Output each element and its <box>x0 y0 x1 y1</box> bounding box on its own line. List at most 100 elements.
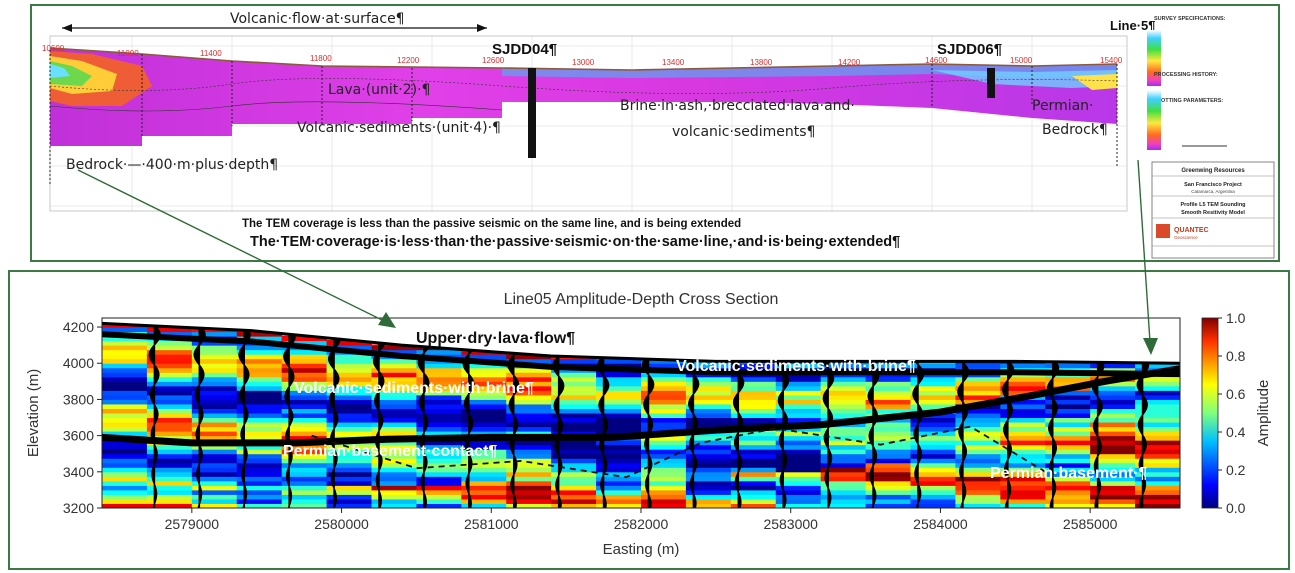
amplitude-cell <box>236 399 283 405</box>
amplitude-cell <box>416 408 462 414</box>
amplitude-cell <box>551 390 597 396</box>
amplitude-cell <box>506 480 552 486</box>
amplitude-cell <box>236 381 283 387</box>
amplitude-cell <box>506 503 552 508</box>
amplitude-cell <box>506 471 552 477</box>
amplitude-cell <box>1090 458 1136 464</box>
amplitude-cell <box>326 390 372 396</box>
amplitude-cell <box>865 422 911 428</box>
amplitude-cell <box>1000 440 1046 446</box>
amplitude-cell <box>955 413 1001 419</box>
amplitude-cell <box>1045 494 1091 500</box>
amplitude-cell <box>865 381 911 387</box>
amplitude-cell <box>1000 498 1046 504</box>
amplitude-cell <box>820 426 867 432</box>
amplitude-cell <box>820 385 867 391</box>
amplitude-cell <box>416 372 462 378</box>
amplitude-cell <box>236 394 283 400</box>
surface-flow-label: Volcanic·flow·at·surface¶ <box>230 11 405 27</box>
amplitude-cell <box>641 426 687 432</box>
amplitude-cell <box>146 345 193 351</box>
svg-text:Profile L5 TEM Sounding: Profile L5 TEM Sounding <box>1180 202 1245 208</box>
amplitude-cell <box>730 385 777 391</box>
amplitude-cell <box>551 399 597 405</box>
amplitude-cell <box>191 349 238 355</box>
amplitude-cell <box>1045 467 1091 473</box>
amplitude-cell <box>955 408 1001 414</box>
amplitude-cell <box>1045 399 1091 405</box>
amplitude-cell <box>910 476 956 482</box>
amplitude-cell <box>955 440 1001 446</box>
amplitude-cell <box>236 489 283 495</box>
amplitude-cell <box>1135 422 1180 428</box>
amplitude-cell <box>236 331 283 337</box>
amplitude-cell <box>281 381 328 387</box>
amplitude-cell <box>820 458 867 464</box>
amplitude-cell <box>685 394 732 400</box>
sjdd04-label: SJDD04¶ <box>492 41 557 58</box>
amplitude-cell <box>820 390 867 396</box>
amplitude-cell <box>326 431 372 437</box>
amplitude-cell <box>326 358 372 364</box>
amplitude-cell <box>146 431 193 437</box>
amplitude-cell <box>1090 413 1136 419</box>
amplitude-cell <box>1135 462 1180 468</box>
amplitude-cell <box>506 426 552 432</box>
amplitude-cell <box>865 462 911 468</box>
amplitude-cell <box>191 498 238 504</box>
amplitude-cell <box>281 485 328 491</box>
amplitude-cell <box>1000 381 1046 387</box>
amplitude-cell <box>281 462 328 468</box>
amplitude-cell <box>146 354 193 360</box>
amplitude-cell <box>1000 422 1046 428</box>
amplitude-cell <box>236 422 283 428</box>
amplitude-cell <box>236 471 283 477</box>
amplitude-cell <box>551 458 597 464</box>
amplitude-cell <box>146 413 193 419</box>
svg-text:Catamarca, Argentina: Catamarca, Argentina <box>1191 189 1235 194</box>
colorbar-tick-label: 0.4 <box>1226 424 1246 440</box>
amplitude-cell <box>371 349 417 355</box>
station-label: 14600 <box>925 56 948 65</box>
wiggle-trace <box>731 360 745 508</box>
amplitude-cell <box>371 440 417 446</box>
amplitude-cell <box>1000 417 1046 423</box>
amplitude-cell <box>910 390 956 396</box>
amplitude-cell <box>1045 413 1091 419</box>
x-tick-label: 2585000 <box>1063 516 1118 532</box>
amplitude-cell <box>1045 403 1091 409</box>
amplitude-cell <box>865 453 911 459</box>
amplitude-cell <box>551 426 597 432</box>
amplitude-cell <box>281 503 328 508</box>
amplitude-cell <box>326 503 372 508</box>
amplitude-cell <box>730 399 777 405</box>
amplitude-cell <box>685 449 732 455</box>
amplitude-cell <box>1045 471 1091 477</box>
amplitude-cell <box>371 417 417 423</box>
x-tick-label: 2583000 <box>763 516 818 532</box>
amplitude-cell <box>775 453 822 459</box>
amplitude-cell <box>775 485 822 491</box>
amplitude-cell <box>102 422 148 428</box>
amplitude-cell <box>371 498 417 504</box>
amplitude-cell <box>1090 408 1136 414</box>
amplitude-cell <box>102 458 148 464</box>
amplitude-cell <box>236 403 283 409</box>
wiggle-trace <box>372 342 386 508</box>
surface-topography-line <box>49 47 1118 71</box>
amplitude-cell <box>641 494 687 500</box>
amplitude-cell <box>1135 444 1180 450</box>
amplitude-cell <box>102 399 148 405</box>
amplitude-cell <box>326 449 372 455</box>
amplitude-cell <box>775 381 822 387</box>
amplitude-cell <box>865 498 911 504</box>
wiggle-trace <box>867 360 880 508</box>
amplitude-cell <box>102 363 148 369</box>
survey-info-block: SURVEY SPECIFICATIONS: PROCESSING HISTOR… <box>1147 16 1227 150</box>
amplitude-cell <box>146 489 193 495</box>
volcanic-sediments-label: Volcanic·sediments·(unit·4)·¶ <box>297 120 501 136</box>
amplitude-cell <box>775 480 822 486</box>
amplitude-cell <box>371 394 417 400</box>
permian-label-line1: Permian· <box>1032 98 1094 114</box>
amplitude-cell <box>236 480 283 486</box>
